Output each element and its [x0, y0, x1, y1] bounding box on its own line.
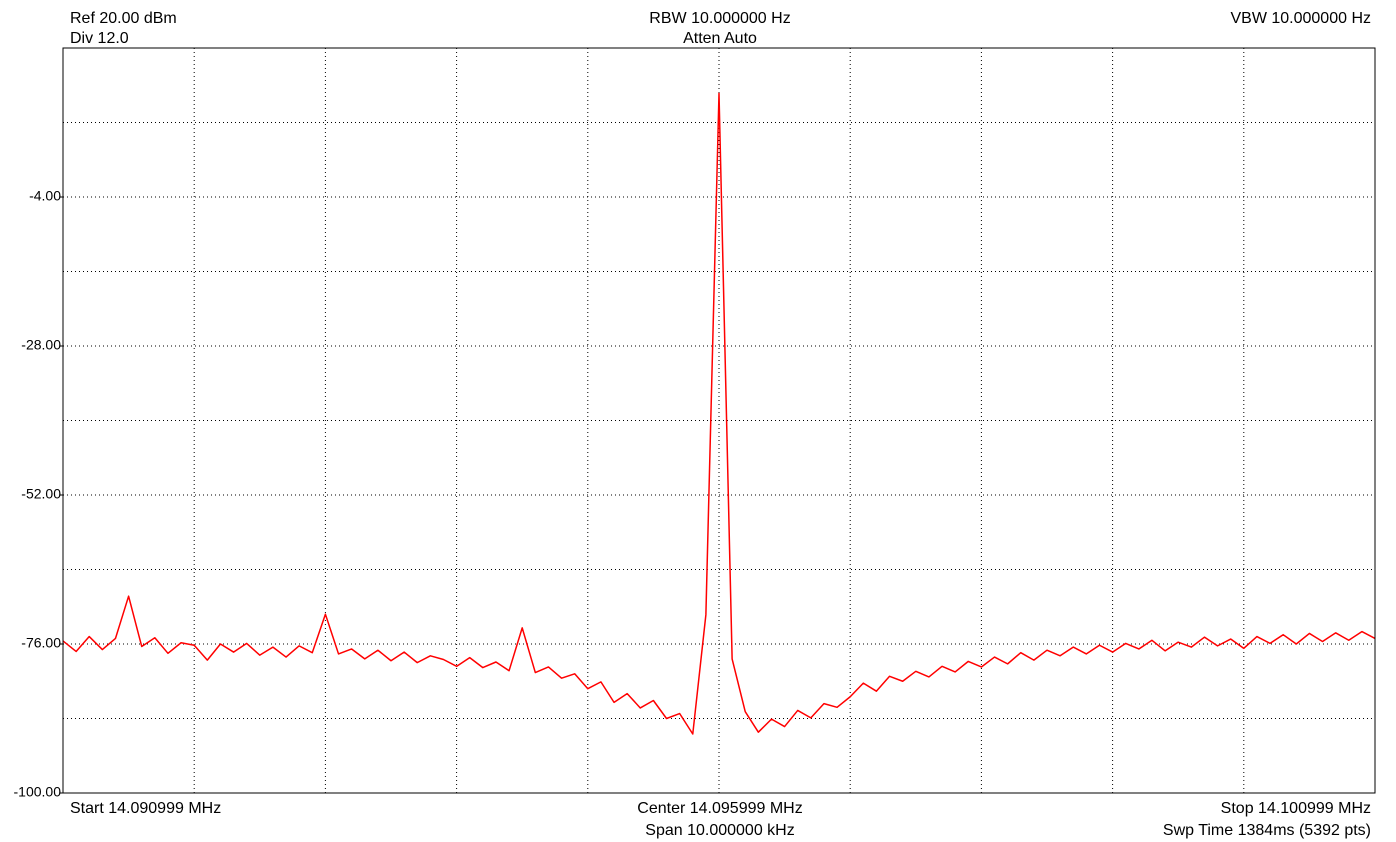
spectrum-trace — [62, 92, 1376, 735]
plot-frame — [62, 47, 1376, 794]
y-tick-label: -4.00 — [29, 188, 61, 204]
vbw: VBW 10.000000 Hz — [1230, 10, 1371, 27]
center-frequency: Center 14.095999 MHz — [637, 800, 802, 817]
y-tick-label: -28.00 — [21, 337, 61, 353]
y-tick-label: -76.00 — [21, 635, 61, 651]
rbw: RBW 10.000000 Hz — [649, 10, 790, 27]
ref-level: Ref 20.00 dBm — [70, 10, 177, 27]
division: Div 12.0 — [70, 30, 129, 47]
start-frequency: Start 14.090999 MHz — [70, 800, 221, 817]
y-tick-label: -52.00 — [21, 486, 61, 502]
attenuation: Atten Auto — [683, 30, 757, 47]
span: Span 10.000000 kHz — [645, 822, 794, 839]
sweep-time: Swp Time 1384ms (5392 pts) — [1163, 822, 1371, 839]
plot — [62, 92, 1376, 735]
y-tick-label: -100.00 — [14, 784, 62, 800]
stop-frequency: Stop 14.100999 MHz — [1221, 800, 1371, 817]
